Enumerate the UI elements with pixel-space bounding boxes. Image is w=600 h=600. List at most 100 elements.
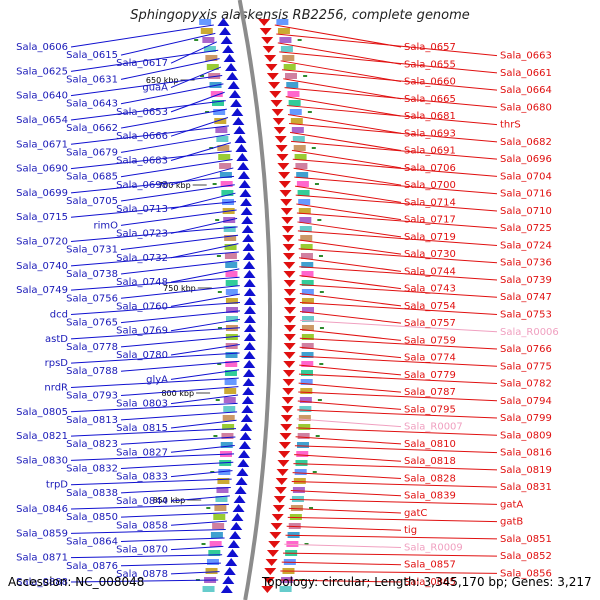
reverse-gene-label[interactable]: Sala_0780	[116, 350, 168, 361]
reverse-gene-label[interactable]: Sala_0685	[66, 172, 118, 183]
reverse-gene-label[interactable]: Sala_0625	[16, 66, 68, 77]
forward-gene-label[interactable]: Sala_0665	[404, 94, 456, 105]
reverse-gene-label[interactable]: Sala_0683	[116, 155, 168, 166]
forward-gene-label[interactable]: Sala_0775	[500, 361, 552, 372]
reverse-gene-label[interactable]: Sala_0617	[116, 58, 168, 69]
forward-gene-label[interactable]: Sala_0706	[404, 163, 456, 174]
reverse-gene-label[interactable]: Sala_0666	[116, 131, 168, 142]
forward-gene-label[interactable]: Sala_0680	[500, 102, 552, 113]
reverse-gene-label[interactable]: Sala_0760	[116, 301, 168, 312]
reverse-gene-label[interactable]: Sala_0748	[116, 277, 168, 288]
forward-gene-label[interactable]: Sala_0819	[500, 465, 552, 476]
forward-gene-label[interactable]: Sala_0661	[500, 68, 552, 79]
forward-gene-label[interactable]: Sala_0710	[500, 206, 552, 217]
forward-gene-label[interactable]: Sala_0714	[404, 197, 456, 208]
forward-gene-label[interactable]: Sala_0818	[404, 456, 456, 467]
reverse-gene-label[interactable]: Sala_0838	[66, 488, 118, 499]
forward-gene-label[interactable]: tig	[404, 525, 417, 536]
reverse-gene-label[interactable]: Sala_0832	[66, 464, 118, 475]
forward-gene-label[interactable]: Sala_0766	[500, 344, 552, 355]
forward-gene-label[interactable]: Sala_0857	[404, 560, 456, 571]
reverse-gene-label[interactable]: Sala_0788	[66, 366, 118, 377]
forward-gene-label[interactable]: Sala_0696	[500, 154, 552, 165]
forward-gene-label[interactable]: Sala_0736	[500, 258, 552, 269]
reverse-gene-label[interactable]: Sala_0858	[116, 520, 168, 531]
forward-gene-label[interactable]: Sala_0725	[500, 223, 552, 234]
forward-gene-label[interactable]: Sala_0743	[404, 284, 456, 295]
forward-gene-label[interactable]: gatB	[500, 517, 523, 528]
forward-gene-label[interactable]: Sala_0660	[404, 77, 456, 88]
reverse-gene-label[interactable]: Sala_0830	[16, 455, 68, 466]
reverse-gene-label[interactable]: Sala_0723	[116, 228, 168, 239]
forward-gene-label[interactable]: Sala_0657	[404, 42, 456, 53]
forward-gene-label[interactable]: Sala_0717	[404, 215, 456, 226]
reverse-gene-label[interactable]: Sala_0870	[116, 545, 168, 556]
reverse-gene-label[interactable]: Sala_0769	[116, 326, 168, 337]
reverse-gene-label[interactable]: dcd	[50, 310, 68, 321]
forward-gene-label[interactable]: Sala_0852	[500, 551, 552, 562]
reverse-gene-label[interactable]: Sala_0864	[66, 536, 118, 547]
reverse-gene-label[interactable]: Sala_0827	[116, 447, 168, 458]
forward-gene-label[interactable]: Sala_0682	[500, 137, 552, 148]
forward-gene-label[interactable]: gatA	[500, 499, 523, 510]
reverse-gene-label[interactable]: Sala_0679	[66, 147, 118, 158]
reverse-gene-label[interactable]: astD	[45, 334, 68, 345]
reverse-gene-label[interactable]: Sala_0833	[116, 472, 168, 483]
reverse-gene-label[interactable]: Sala_0732	[116, 253, 168, 264]
reverse-gene-label[interactable]: Sala_0720	[16, 237, 68, 248]
reverse-gene-label[interactable]: Sala_0643	[66, 99, 118, 110]
reverse-gene-label[interactable]: Sala_0731	[66, 245, 118, 256]
forward-gene-label[interactable]: Sala_0795	[404, 404, 456, 415]
reverse-gene-label[interactable]: Sala_0713	[116, 204, 168, 215]
forward-gene-label[interactable]: Sala_0754	[404, 301, 456, 312]
reverse-gene-label[interactable]: Sala_0749	[16, 285, 68, 296]
forward-gene-label[interactable]: Sala_0787	[404, 387, 456, 398]
reverse-gene-label[interactable]: Sala_0805	[16, 407, 68, 418]
reverse-gene-label[interactable]: Sala_0859	[16, 528, 68, 539]
reverse-gene-label[interactable]: Sala_0715	[16, 212, 68, 223]
reverse-gene-label[interactable]: Sala_0778	[66, 342, 118, 353]
forward-gene-label[interactable]: Sala_0693	[404, 128, 456, 139]
reverse-gene-label[interactable]: Sala_0615	[66, 50, 118, 61]
forward-gene-label[interactable]: Sala_0724	[500, 240, 552, 251]
forward-gene-label[interactable]: Sala_0757	[404, 318, 456, 329]
reverse-gene-label[interactable]: trpD	[46, 480, 68, 491]
forward-gene-label[interactable]: Sala_0810	[404, 439, 456, 450]
forward-gene-label[interactable]: Sala_0681	[404, 111, 456, 122]
forward-gene-label[interactable]: Sala_0856	[500, 568, 552, 579]
reverse-gene-label[interactable]: Sala_0878	[116, 569, 168, 580]
reverse-gene-label[interactable]: Sala_0846	[16, 504, 68, 515]
forward-gene-label[interactable]: Sala_R0006	[500, 327, 559, 338]
reverse-gene-label[interactable]: glyA	[146, 374, 168, 385]
reverse-gene-label[interactable]: Sala_0821	[16, 431, 68, 442]
reverse-gene-label[interactable]: Sala_0653	[116, 107, 168, 118]
reverse-gene-label[interactable]: Sala_0690	[16, 164, 68, 175]
forward-gene-label[interactable]: Sala_0730	[404, 249, 456, 260]
forward-gene-label[interactable]: Sala_0779	[404, 370, 456, 381]
forward-gene-label[interactable]: Sala_0700	[404, 180, 456, 191]
reverse-gene-label[interactable]: Sala_0671	[16, 139, 68, 150]
forward-gene-label[interactable]: Sala_0747	[500, 292, 552, 303]
reverse-gene-label[interactable]: Sala_0654	[16, 115, 68, 126]
forward-gene-label[interactable]: gatC	[404, 508, 427, 519]
forward-gene-label[interactable]: Sala_0759	[404, 335, 456, 346]
reverse-gene-label[interactable]: Sala_0793	[66, 391, 118, 402]
forward-gene-label[interactable]: Sala_0774	[404, 353, 456, 364]
forward-gene-label[interactable]: Sala_0839	[404, 491, 456, 502]
forward-gene-label[interactable]: Sala_R0007	[404, 422, 463, 433]
reverse-gene-label[interactable]: Sala_0662	[66, 123, 118, 134]
forward-gene-label[interactable]: Sala_0828	[404, 473, 456, 484]
reverse-gene-label[interactable]: Sala_0640	[16, 91, 68, 102]
forward-gene-label[interactable]: thrS	[500, 120, 521, 131]
reverse-gene-label[interactable]: Sala_0698	[116, 180, 168, 191]
reverse-gene-label[interactable]: Sala_0813	[66, 415, 118, 426]
reverse-gene-label[interactable]: Sala_0765	[66, 318, 118, 329]
forward-gene-label[interactable]: Sala_0704	[500, 171, 552, 182]
forward-gene-label[interactable]: Sala_0816	[500, 448, 552, 459]
forward-gene-label[interactable]: Sala_0744	[404, 266, 456, 277]
reverse-gene-label[interactable]: rpsD	[45, 358, 69, 369]
forward-gene-label[interactable]: Sala_0753	[500, 310, 552, 321]
reverse-gene-label[interactable]: Sala_0803	[116, 399, 168, 410]
reverse-gene-label[interactable]: Sala_0705	[66, 196, 118, 207]
reverse-gene-label[interactable]: Sala_0823	[66, 439, 118, 450]
